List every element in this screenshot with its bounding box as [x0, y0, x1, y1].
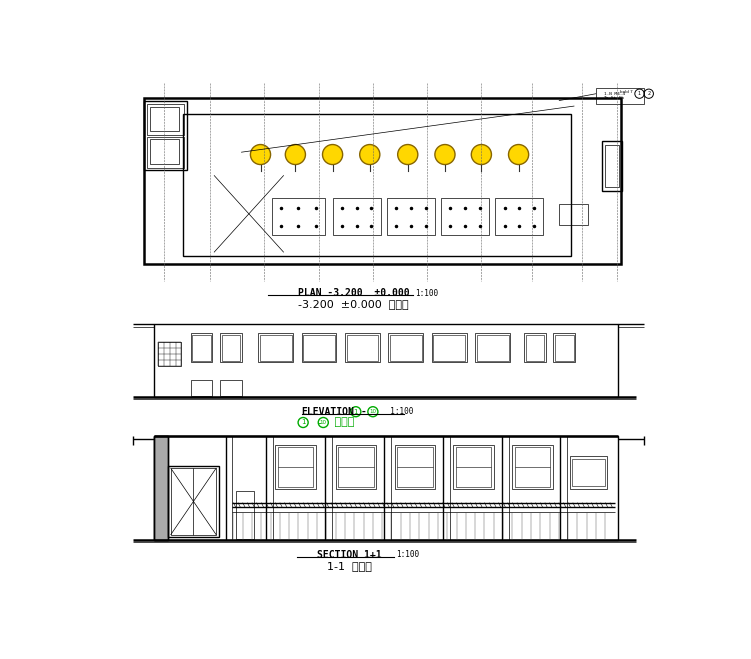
Text: ELEVATION: ELEVATION	[302, 407, 354, 416]
Bar	[278, 447, 313, 487]
Bar	[346, 335, 379, 361]
Circle shape	[435, 144, 455, 165]
Bar	[191, 333, 213, 362]
Bar	[149, 107, 179, 131]
Bar	[514, 447, 550, 487]
Text: 1:100: 1:100	[381, 407, 413, 416]
Bar	[272, 198, 325, 235]
Bar	[496, 198, 544, 235]
Bar	[526, 335, 544, 361]
Circle shape	[398, 144, 418, 165]
Bar	[154, 436, 168, 540]
Text: 1: 1	[638, 91, 641, 96]
Bar	[149, 139, 179, 164]
Bar	[170, 468, 216, 535]
Bar	[475, 333, 510, 362]
Bar	[572, 459, 605, 486]
Text: 1-N M4-4
Ta-St-Sh: 1-N M4-4 Ta-St-Sh	[604, 92, 625, 100]
Text: 1: 1	[301, 420, 306, 426]
Bar	[146, 103, 184, 134]
Bar	[258, 333, 293, 362]
Bar	[302, 333, 336, 362]
Bar	[222, 335, 240, 361]
Circle shape	[285, 144, 306, 165]
Bar	[596, 88, 644, 103]
Bar	[183, 114, 571, 256]
Bar	[559, 204, 588, 225]
Text: SECTION 1+1: SECTION 1+1	[318, 550, 382, 560]
Bar	[433, 335, 465, 361]
Bar	[397, 447, 433, 487]
Bar	[394, 445, 435, 490]
Bar	[477, 335, 508, 361]
Bar	[336, 445, 376, 490]
Text: PLAN -3.200  ±0.000: PLAN -3.200 ±0.000	[297, 288, 409, 298]
Bar	[260, 335, 291, 361]
Bar	[570, 457, 607, 489]
Text: 立面图: 立面图	[331, 418, 354, 428]
Text: -: -	[360, 407, 366, 416]
Bar	[432, 333, 466, 362]
Bar	[333, 198, 381, 235]
Bar	[236, 491, 255, 539]
Bar	[192, 335, 211, 361]
Bar	[144, 98, 621, 264]
Circle shape	[250, 144, 270, 165]
Circle shape	[322, 144, 342, 165]
Bar	[220, 380, 242, 395]
Text: -3.200  ±0.000  平面图: -3.200 ±0.000 平面图	[298, 299, 409, 309]
Bar	[388, 333, 424, 362]
Bar	[602, 140, 622, 190]
Bar	[154, 324, 618, 397]
Bar	[158, 343, 182, 366]
Text: 1:100: 1:100	[396, 550, 419, 559]
Bar	[144, 101, 187, 170]
Bar	[441, 198, 489, 235]
Text: 10: 10	[369, 409, 376, 415]
Text: bold 7: bold 7	[620, 90, 632, 94]
Bar	[390, 335, 422, 361]
Bar	[553, 333, 575, 362]
Circle shape	[508, 144, 529, 165]
Circle shape	[360, 144, 380, 165]
Text: 1:100: 1:100	[415, 289, 439, 298]
Bar	[154, 436, 618, 540]
Bar	[191, 380, 213, 395]
Bar	[275, 445, 315, 490]
Text: 10: 10	[320, 420, 327, 425]
Bar	[387, 198, 435, 235]
Circle shape	[472, 144, 491, 165]
Bar	[168, 466, 219, 537]
Text: 1: 1	[354, 409, 358, 415]
Bar	[303, 335, 335, 361]
Bar	[345, 333, 380, 362]
Bar	[555, 335, 574, 361]
Bar	[524, 333, 546, 362]
Bar	[454, 445, 493, 490]
Bar	[605, 144, 619, 187]
Text: -: -	[311, 418, 323, 428]
Bar	[154, 436, 168, 540]
Text: 1-1  剪面图: 1-1 剪面图	[327, 561, 372, 571]
Bar	[338, 447, 374, 487]
Bar	[456, 447, 491, 487]
Bar	[220, 333, 242, 362]
Bar	[512, 445, 553, 490]
Text: 2: 2	[647, 91, 650, 96]
Bar	[146, 137, 184, 167]
